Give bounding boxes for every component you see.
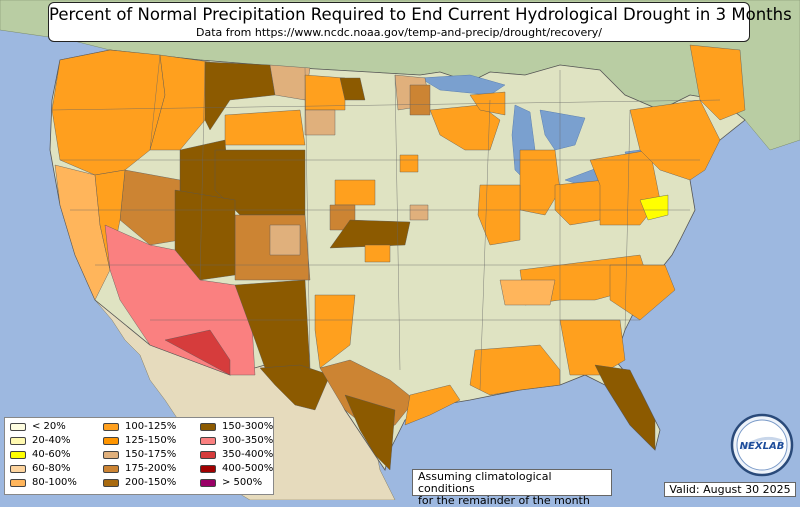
legend-swatch [103,465,119,473]
valid-date: Valid: August 30 2025 [664,482,796,497]
logo-text: NEXLAB [740,441,785,452]
legend-swatch [200,423,216,431]
legend-swatch [200,437,216,445]
legend-label: 20-40% [32,435,71,446]
map-title: Percent of Normal Precipitation Required… [49,5,792,24]
legend-swatch [10,479,26,487]
legend-label: 175-200% [125,463,177,474]
legend-label: 100-125% [125,421,177,432]
legend-label: > 500% [222,477,263,488]
legend-swatch [103,451,119,459]
legend-swatch [103,437,119,445]
note-line-2: for the remainder of the month [418,494,590,507]
legend-label: 300-350% [222,435,274,446]
title-box: Percent of Normal Precipitation Required… [48,2,792,42]
state-borders [51,54,721,391]
note-line-1: Assuming climatological conditions [418,470,552,495]
legend-label: 80-100% [32,477,77,488]
legend-label: 150-175% [125,449,177,460]
legend-label: 125-150% [125,435,177,446]
legend-swatch [10,437,26,445]
legend-label: 40-60% [32,449,71,460]
legend-label: < 20% [32,421,66,432]
legend-label: 150-300% [222,421,274,432]
legend-swatch [10,451,26,459]
legend-swatch [10,423,26,431]
legend-label: 200-150% [125,477,177,488]
legend-swatch [10,465,26,473]
legend-label: 400-500% [222,463,274,474]
legend: < 20% 20-40% 40-60% 60-80% 80-100% 100-1… [4,417,274,495]
nexlab-logo: NEXLAB [730,413,794,477]
assumption-note: Assuming climatological conditions for t… [412,469,612,507]
legend-swatch [103,423,119,431]
legend-swatch [103,479,119,487]
legend-swatch [200,451,216,459]
legend-swatch [200,465,216,473]
drought-regions [51,44,746,471]
legend-swatch [200,479,216,487]
legend-label: 60-80% [32,463,71,474]
map-subtitle: Data from https://www.ncdc.noaa.gov/temp… [196,26,602,39]
legend-label: 350-400% [222,449,274,460]
